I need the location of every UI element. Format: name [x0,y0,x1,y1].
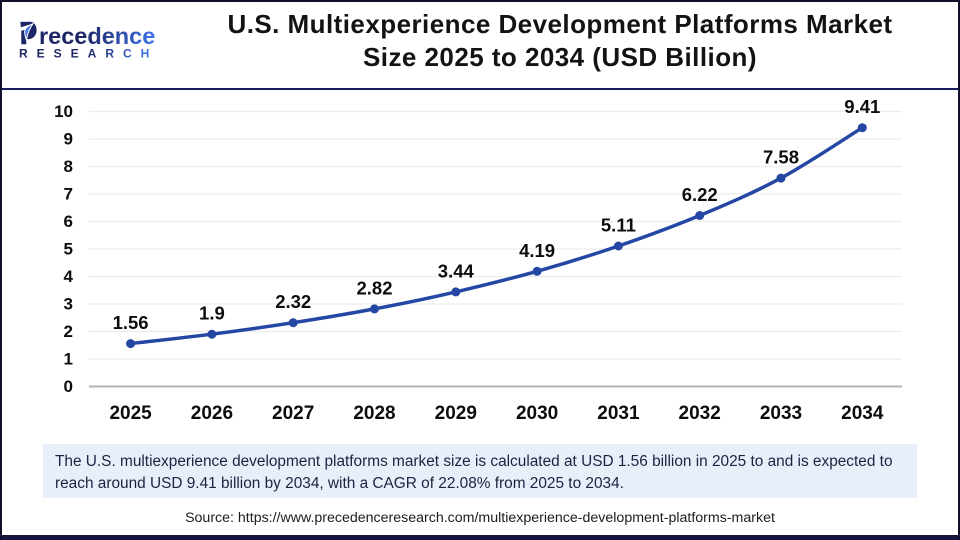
svg-text:7.58: 7.58 [763,147,799,168]
svg-text:5: 5 [64,240,73,259]
svg-text:9: 9 [64,130,73,149]
svg-text:2.82: 2.82 [356,277,392,298]
svg-text:5.11: 5.11 [601,215,636,236]
svg-text:2033: 2033 [760,403,802,424]
svg-text:0: 0 [64,377,73,396]
svg-text:2030: 2030 [516,403,558,424]
svg-text:9.41: 9.41 [844,96,880,117]
svg-text:8: 8 [64,157,73,176]
svg-text:3.44: 3.44 [438,260,475,281]
svg-text:3: 3 [64,295,73,314]
svg-text:10: 10 [54,102,73,121]
svg-text:7: 7 [64,185,73,204]
svg-text:2: 2 [64,322,73,341]
svg-text:2027: 2027 [272,403,314,424]
svg-text:recedence: recedence [39,23,155,49]
svg-text:6: 6 [64,212,73,231]
svg-text:RESEARCH: RESEARCH [19,47,158,61]
svg-text:2034: 2034 [841,403,884,424]
svg-text:2029: 2029 [435,403,477,424]
svg-text:2031: 2031 [597,403,640,424]
svg-text:1.9: 1.9 [199,303,225,324]
svg-text:4.19: 4.19 [519,240,555,261]
svg-text:1: 1 [64,350,73,369]
svg-text:1.56: 1.56 [113,312,149,333]
svg-text:6.22: 6.22 [682,184,718,205]
svg-text:2.32: 2.32 [275,291,311,312]
svg-text:2028: 2028 [353,403,395,424]
svg-text:2032: 2032 [679,403,721,424]
svg-text:2025: 2025 [109,403,152,424]
svg-text:4: 4 [64,267,74,286]
svg-text:2026: 2026 [191,403,233,424]
